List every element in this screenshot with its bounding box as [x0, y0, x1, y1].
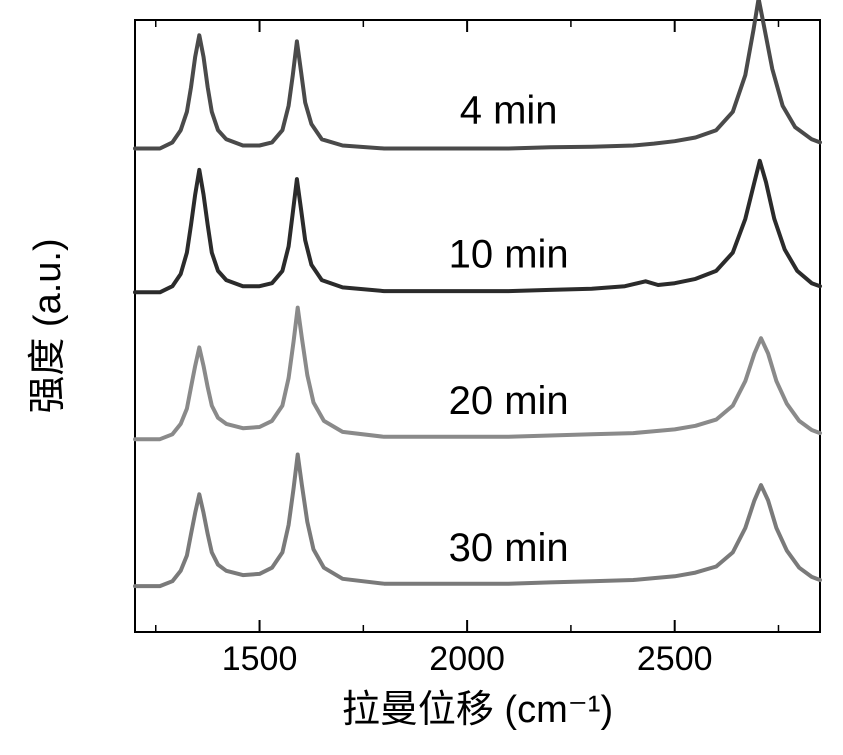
series-label-3: 30 min	[449, 526, 569, 570]
chart-svg: 1500 2000 2500 拉曼位移 (cm⁻¹) 强度 (a.u.) 4 min 10 …	[0, 0, 843, 750]
xtick-label: 2500	[637, 640, 713, 678]
series-label-0: 4 min	[460, 88, 558, 132]
series-label-2: 20 min	[449, 379, 569, 423]
y-axis-label: 强度 (a.u.)	[27, 238, 69, 413]
series-label-1: 10 min	[449, 232, 569, 276]
raman-chart: 1500 2000 2500 拉曼位移 (cm⁻¹) 强度 (a.u.) 4 min 10 …	[0, 0, 843, 750]
xtick-label: 2000	[429, 640, 505, 678]
x-axis-label: 拉曼位移 (cm⁻¹)	[342, 689, 613, 731]
xtick-label: 1500	[222, 640, 298, 678]
